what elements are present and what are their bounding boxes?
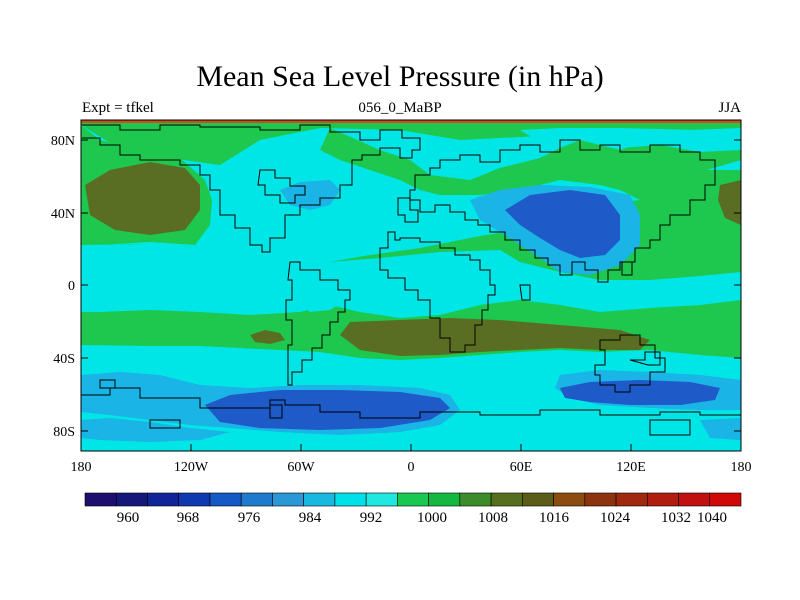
colorbar-label: 1000 (417, 510, 447, 526)
coastlines (81, 124, 741, 436)
coast-eurasia (409, 139, 716, 283)
coast-south-america (285, 261, 351, 386)
polar-high-strip (81, 120, 741, 123)
low-region-asia (505, 190, 620, 258)
lat-tick-label: 40S (53, 352, 75, 367)
lat-tick-label: 0 (68, 279, 75, 294)
map-title: Mean Sea Level Pressure (in hPa) (196, 60, 604, 93)
lat-tick-label: 80S (53, 425, 75, 440)
colorbar-label: 1008 (478, 510, 508, 526)
colorbar-box (397, 492, 429, 507)
coast-australia (594, 334, 666, 393)
coast-island-s1 (149, 419, 181, 429)
colorbar-box (115, 492, 148, 507)
coast-hudson (257, 169, 306, 204)
high-region-spacific (250, 330, 285, 344)
colorbar-box (522, 492, 554, 507)
lat-tick-label: 80N (51, 134, 75, 149)
colorbar-box (147, 492, 180, 507)
green-region-eurasia (320, 128, 741, 205)
coast-srilanka (519, 284, 531, 301)
colorbar-label: 1024 (600, 510, 631, 526)
colorbar (84, 492, 742, 507)
high-region-south (340, 318, 650, 356)
colorbar-label: 1016 (539, 510, 570, 526)
lightblue-region-se (700, 418, 741, 440)
colorbar-box (240, 492, 273, 507)
lon-tick-label: 120W (174, 460, 209, 475)
colorbar-box (428, 492, 461, 507)
lon-tick-label: 0 (408, 460, 415, 475)
colorbar-box (459, 492, 492, 507)
coast-island-s4 (269, 404, 283, 419)
coast-newguinea (629, 351, 661, 366)
lon-tick-label: 180 (71, 460, 92, 475)
cyan-region-equator (81, 244, 741, 318)
colorbar-label: 960 (117, 510, 140, 526)
coast-island-s3 (99, 379, 116, 389)
coast-europe-west (397, 197, 419, 223)
colorbar-box (334, 492, 367, 507)
pressure-field (81, 120, 741, 451)
colorbar-box (490, 492, 523, 507)
colorbar-box (709, 492, 742, 507)
lon-tick-label: 180 (731, 460, 752, 475)
lightblue-region-sw (81, 418, 230, 442)
colorbar-box (615, 492, 648, 507)
colorbar-box (303, 492, 336, 507)
coast-north-america (82, 124, 421, 253)
low-region-spacific (205, 390, 450, 430)
coast-island-s2 (649, 419, 691, 436)
lat-tick-label: 40N (51, 207, 75, 222)
colorbar-label: 1040 (697, 510, 727, 526)
low-region-sindian (560, 380, 720, 405)
coast-antarctica (81, 387, 741, 419)
colorbar-box (178, 492, 211, 507)
colorbar-box (272, 492, 304, 507)
high-region-npacific (85, 162, 200, 235)
colorbar-box (678, 492, 711, 507)
colorbar-label: 976 (238, 510, 261, 526)
colorbar-box (646, 492, 679, 507)
lon-tick-label: 60E (510, 460, 533, 475)
colorbar-box (584, 492, 617, 507)
coast-africa (379, 231, 496, 353)
lon-tick-label: 60W (287, 460, 315, 475)
colorbar-label: 968 (177, 510, 200, 526)
timeslice-label: 056_0_MaBP (358, 100, 442, 116)
lon-tick-label: 120E (616, 460, 646, 475)
high-region-npacific-east (718, 180, 741, 225)
colorbar-label: 984 (299, 510, 322, 526)
tick-marks (80, 139, 742, 451)
coast-japan (621, 261, 633, 276)
colorbar-label: 992 (360, 510, 383, 526)
colorbar-box (553, 492, 586, 507)
colorbar-box (84, 492, 117, 507)
colorbar-box (209, 492, 242, 507)
colorbar-label: 1032 (661, 510, 691, 526)
season-label: JJA (718, 100, 741, 116)
colorbar-labels: 960 968 976 984 992 1000 1008 1016 1024 … (117, 510, 727, 526)
colorbar-box (365, 492, 398, 507)
experiment-label: Expt = tfkel (82, 100, 154, 116)
cyan-region-arctic (520, 128, 741, 152)
